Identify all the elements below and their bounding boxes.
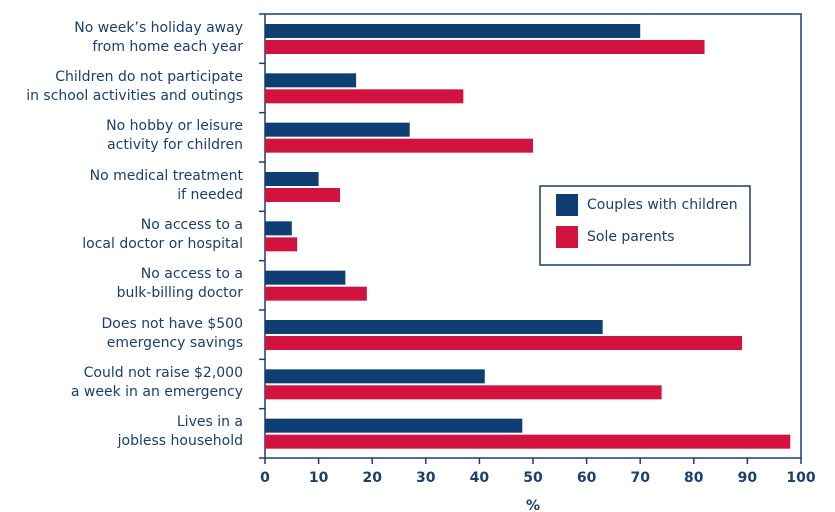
category-label: No medical treatment if needed: [89, 167, 243, 203]
bar: [265, 385, 662, 400]
x-tick-label: 20: [362, 470, 382, 486]
bar: [265, 369, 485, 384]
bar: [265, 73, 357, 88]
bar: [265, 122, 410, 137]
bar: [265, 418, 523, 433]
category-label: No access to a bulk-billing doctor: [116, 266, 243, 302]
x-tick-label: 70: [630, 470, 650, 486]
bar: [265, 336, 743, 350]
x-tick-label: 10: [309, 470, 329, 486]
bar: [265, 138, 533, 153]
x-axis-label: %: [526, 498, 540, 512]
bar: [265, 286, 367, 301]
category-label: Does not have $500 emergency savings: [101, 315, 243, 351]
bar: [265, 221, 292, 236]
x-tick-label: 60: [577, 470, 597, 486]
bar: [265, 40, 705, 54]
category-label: No hobby or leisure activity for childre…: [106, 118, 243, 154]
category-label: Children do not participate in school ac…: [26, 69, 243, 104]
category-label: Could not raise $2,000 a week in an emer…: [70, 365, 243, 400]
x-tick-label: 30: [416, 470, 436, 486]
category-label: Lives in a jobless household: [117, 414, 243, 450]
bar: [265, 434, 791, 449]
category-label: No week’s holiday away from home each ye…: [74, 19, 243, 55]
bar: [265, 270, 346, 285]
bar: [265, 188, 341, 202]
bar: [265, 172, 319, 186]
x-tick-label: 0: [260, 470, 270, 486]
legend-label: Sole parents: [587, 229, 675, 245]
legend-swatch: [556, 226, 578, 248]
legend-label: Couples with children: [587, 197, 738, 213]
bar: [265, 89, 464, 104]
bar: [265, 24, 641, 38]
bar: [265, 237, 298, 252]
legend-swatch: [556, 194, 578, 216]
category-label: No access to a local doctor or hospital: [82, 217, 243, 252]
x-tick-label: 90: [738, 470, 758, 486]
x-tick-label: 80: [684, 470, 704, 486]
x-tick-label: 50: [523, 470, 543, 486]
x-tick-label: 40: [470, 470, 490, 486]
bar: [265, 320, 603, 334]
x-tick-label: 100: [786, 470, 815, 486]
